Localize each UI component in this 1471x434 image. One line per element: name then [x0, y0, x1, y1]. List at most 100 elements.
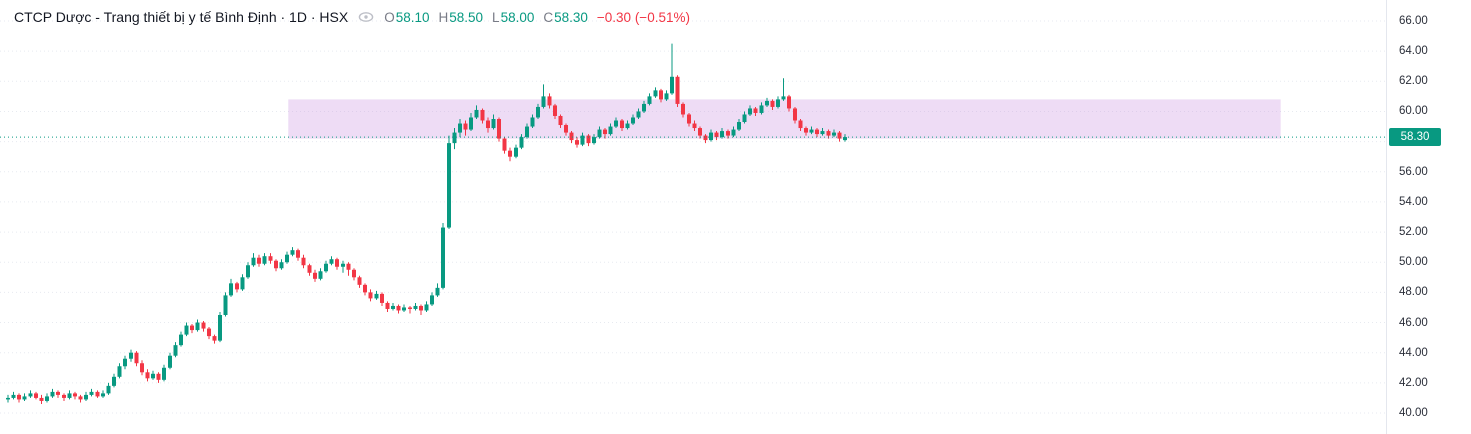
- ohlc-values: O 58.10 H 58.50 L 58.00 C 58.30 −0.30 (−…: [384, 10, 690, 25]
- price-tick: 60.00: [1399, 105, 1428, 118]
- chart-legend: CTCP Dược - Trang thiết bị y tế Bình Địn…: [14, 9, 690, 25]
- candle: [687, 112, 691, 127]
- candle: [564, 123, 568, 136]
- candle: [134, 351, 139, 367]
- candle: [759, 102, 764, 115]
- price-tick: 66.00: [1399, 15, 1428, 27]
- candle: [837, 131, 842, 142]
- candle: [246, 262, 250, 279]
- highlight-zone[interactable]: [288, 99, 1281, 139]
- candle: [179, 331, 183, 347]
- candle: [145, 369, 150, 382]
- candle: [519, 134, 524, 150]
- candle: [580, 132, 585, 147]
- candle: [374, 290, 379, 300]
- candle: [106, 382, 111, 395]
- candle: [569, 131, 574, 144]
- candlestick-chart[interactable]: [0, 0, 1386, 434]
- candle: [765, 97, 769, 107]
- candle: [592, 134, 596, 145]
- candle: [720, 128, 724, 139]
- candle: [279, 259, 284, 270]
- candle: [608, 123, 613, 136]
- candle: [168, 352, 172, 370]
- candle: [73, 391, 77, 400]
- candle: [274, 259, 278, 272]
- candle: [117, 363, 122, 379]
- price-tick: 42.00: [1399, 376, 1428, 389]
- candle: [396, 304, 401, 314]
- price-axis[interactable]: 58.30 66.00 64.00 62.00 60.00 56.00 54.00 52.0…: [1386, 0, 1471, 434]
- candle: [742, 111, 747, 124]
- candle: [681, 102, 685, 118]
- candle: [770, 99, 775, 110]
- candle: [212, 334, 217, 344]
- candle: [22, 393, 27, 401]
- candle: [631, 114, 635, 126]
- candle: [352, 268, 356, 281]
- candle: [419, 304, 423, 315]
- candle: [458, 119, 462, 138]
- candle: [843, 134, 847, 142]
- candle: [34, 391, 38, 400]
- candle: [614, 117, 618, 129]
- candle: [553, 103, 557, 119]
- candle: [285, 251, 289, 264]
- candle: [84, 391, 88, 401]
- candle: [240, 274, 245, 291]
- candle: [787, 94, 791, 112]
- candle: [781, 78, 786, 101]
- candle: [530, 114, 535, 129]
- candle: [363, 283, 367, 296]
- candle: [184, 322, 189, 337]
- candle: [112, 373, 116, 388]
- close-label: C: [543, 9, 554, 25]
- change-value: −0.30 (−0.51%): [596, 9, 690, 25]
- chart-plot-area[interactable]: CTCP Dược - Trang thiết bị y tế Bình Địn…: [0, 0, 1386, 434]
- candle: [391, 302, 395, 311]
- low-pair: L 58.00: [492, 10, 534, 25]
- low-label: L: [492, 9, 500, 25]
- candle: [793, 106, 797, 124]
- candle: [235, 281, 239, 293]
- candle: [335, 257, 339, 270]
- candle: [140, 360, 144, 376]
- candle: [435, 283, 440, 297]
- low-value: 58.00: [500, 9, 535, 25]
- candle: [6, 394, 10, 403]
- candle: [748, 105, 752, 116]
- candle: [268, 253, 273, 264]
- candle: [101, 390, 105, 398]
- high-pair: H 58.50: [439, 10, 484, 25]
- candle: [620, 119, 624, 132]
- candle: [815, 128, 819, 138]
- symbol-title[interactable]: CTCP Dược - Trang thiết bị y tế Bình Địn…: [14, 9, 349, 25]
- open-label: O: [384, 9, 395, 25]
- candle: [737, 119, 741, 132]
- last-price-badge: 58.30: [1389, 128, 1441, 147]
- candle: [502, 137, 507, 154]
- candle: [491, 114, 496, 130]
- candle: [380, 292, 384, 306]
- candle: [318, 268, 323, 281]
- candle: [313, 269, 317, 282]
- candle: [324, 260, 328, 273]
- price-tick: 40.00: [1399, 407, 1428, 419]
- candle: [452, 128, 457, 150]
- candle: [346, 262, 351, 276]
- candle: [447, 135, 451, 230]
- price-tick: 62.00: [1399, 75, 1428, 88]
- candle: [776, 96, 780, 109]
- candle: [653, 87, 658, 98]
- candle: [257, 254, 261, 267]
- eye-icon[interactable]: [358, 11, 374, 23]
- close-value: 58.30: [554, 9, 588, 25]
- candle: [17, 393, 21, 403]
- candle: [558, 114, 563, 129]
- candle: [45, 393, 49, 403]
- candle: [251, 253, 256, 267]
- candle: [67, 390, 72, 400]
- candle: [424, 301, 429, 312]
- candle: [541, 84, 546, 109]
